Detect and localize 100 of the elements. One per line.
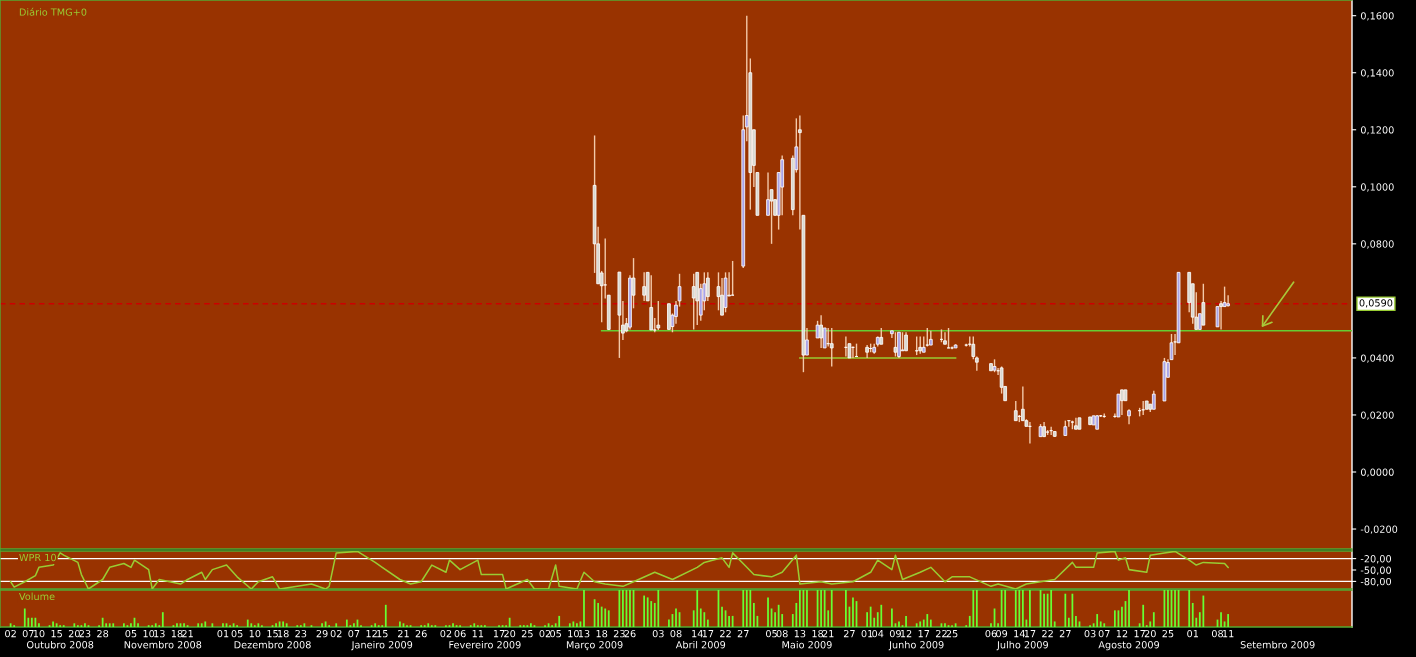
x-tick-label: 07 xyxy=(1098,629,1110,638)
candlestick xyxy=(819,314,823,349)
x-tick-label: 27 xyxy=(843,629,855,638)
x-tick-label: 20 xyxy=(1144,629,1156,638)
x-tick-label: 28 xyxy=(97,629,109,638)
x-tick-label: 15 xyxy=(51,630,62,638)
x-tick-label: 10 xyxy=(143,629,155,638)
x-tick-label: 01 xyxy=(217,629,229,638)
x-tick-label: 18 xyxy=(596,629,608,638)
x-tick-label: 15 xyxy=(377,630,388,638)
x-tick-label: 01 xyxy=(1187,629,1199,638)
x-tick-label: 03 xyxy=(652,629,664,638)
x-tick-label: 18 xyxy=(171,629,183,638)
y-tick-label: -80,00 xyxy=(1360,577,1392,587)
x-tick-label: 17 xyxy=(1134,630,1145,638)
candlestick xyxy=(904,331,908,352)
x2-tick-label: Março 2009 xyxy=(566,641,623,651)
candlestick xyxy=(943,331,947,345)
x-tick-label: 02 xyxy=(440,629,452,638)
y-tick-label: 0,1000 xyxy=(1360,183,1394,192)
x-tick-label: 03 xyxy=(1084,629,1096,638)
x-tick-label: 05 xyxy=(125,629,137,638)
candlestick xyxy=(1151,390,1156,410)
x-tick-label: 23 xyxy=(295,629,307,638)
x-tick-label: 12 xyxy=(1116,629,1128,638)
candlestick xyxy=(1226,294,1230,308)
x-tick-label: 13 xyxy=(578,629,590,638)
y-tick-label: 0,1200 xyxy=(1360,126,1394,135)
x-tick-label: 02 xyxy=(539,629,551,638)
line-series xyxy=(9,551,1229,589)
x2-tick-label: Fevereiro 2009 xyxy=(449,640,521,649)
x-tick-label: 14 xyxy=(692,630,703,638)
x-tick-label: 18 xyxy=(278,629,289,638)
x-tick-label: 12 xyxy=(900,629,912,638)
x2-tick-label: Agosto 2009 xyxy=(1098,641,1160,651)
y-tick-label: -20,00 xyxy=(1360,555,1392,564)
x-tick-label: 11 xyxy=(472,630,484,638)
chart-title: Volume xyxy=(19,592,55,601)
x-tick-label: 07 xyxy=(22,629,34,638)
x-tick-label: 23 xyxy=(79,629,91,638)
x-tick-label: 20 xyxy=(504,629,516,638)
x-tick-label: 21 xyxy=(182,629,193,638)
x2-tick-label: Novembro 2008 xyxy=(124,640,202,649)
x-tick-label: 17 xyxy=(918,630,930,638)
y-tick-label: 0,0200 xyxy=(1360,411,1394,420)
x2-tick-label: Outubro 2008 xyxy=(26,640,94,649)
x2-tick-label: Junho 2009 xyxy=(888,640,944,651)
x2-tick-label: Setembro 2009 xyxy=(1240,640,1315,649)
x-tick-label: 21 xyxy=(398,629,409,638)
candlestick xyxy=(1116,393,1121,418)
candlestick xyxy=(642,271,646,302)
x-tick-label: 29 xyxy=(316,629,328,638)
x-tick-label: 17 xyxy=(1024,630,1036,638)
x-tick-label: 27 xyxy=(737,629,749,638)
x-tick-label: 21 xyxy=(822,629,834,638)
x-tick-label: 12 xyxy=(366,629,377,638)
x-tick-label: 13 xyxy=(794,629,806,638)
x-tick-label: 10 xyxy=(568,629,579,638)
x-tick-label: 25 xyxy=(1162,629,1174,638)
x-tick-label: 25 xyxy=(946,629,958,638)
y-tick-label: 0,1400 xyxy=(1360,69,1394,78)
x2-tick-label: Janeiro 2009 xyxy=(351,640,413,651)
x2-tick-label: Maio 2009 xyxy=(782,640,832,649)
x2-tick-label: Dezembro 2008 xyxy=(234,640,311,649)
y-tick-label: 0,0000 xyxy=(1360,468,1394,477)
x-tick-label: 25 xyxy=(521,629,533,638)
x2-tick-label: Abril 2009 xyxy=(675,640,726,649)
candlestick xyxy=(1215,305,1220,328)
x-tick-label: 02 xyxy=(330,629,342,638)
ref-line-label: 0,0590 xyxy=(1359,299,1393,308)
x-tick-label: 08 xyxy=(670,629,682,638)
x-tick-label: 13 xyxy=(154,629,165,638)
x-tick-label: 08 xyxy=(1211,629,1224,638)
x-tick-label: 04 xyxy=(872,629,884,638)
x-tick-label: 02 xyxy=(5,629,16,638)
y-tick-label: -0,0200 xyxy=(1360,525,1398,534)
x-tick-label: 14 xyxy=(1014,630,1025,638)
x-tick-label: 06 xyxy=(454,629,466,638)
x-tick-label: 05 xyxy=(550,629,561,638)
x-tick-label: 22 xyxy=(1042,629,1053,638)
x-tick-label: 18 xyxy=(812,629,824,638)
x-tick-label: 22 xyxy=(935,629,947,638)
x-tick-label: 26 xyxy=(624,629,636,638)
text: Diário TMG+0 xyxy=(19,7,87,16)
y-tick-label: 0,0800 xyxy=(1360,240,1394,249)
y-tick-label: 0,1600 xyxy=(1360,12,1394,21)
x-tick-label: 10 xyxy=(33,629,45,638)
chart-title: WPR 10 xyxy=(19,553,56,562)
x-tick-label: 10 xyxy=(249,629,261,638)
x-tick-label: 20 xyxy=(68,629,80,638)
x-tick-label: 15 xyxy=(267,630,278,638)
x-tick-label: 05 xyxy=(766,629,777,638)
x-tick-label: 26 xyxy=(415,629,427,638)
x-tick-label: 23 xyxy=(613,629,625,638)
x-tick-label: 22 xyxy=(720,629,731,638)
x-tick-label: 08 xyxy=(776,629,788,638)
candlestick xyxy=(1219,300,1223,331)
candlestick xyxy=(1201,283,1206,326)
x-tick-label: 17 xyxy=(702,630,714,638)
x-tick-label: 05 xyxy=(231,629,243,638)
